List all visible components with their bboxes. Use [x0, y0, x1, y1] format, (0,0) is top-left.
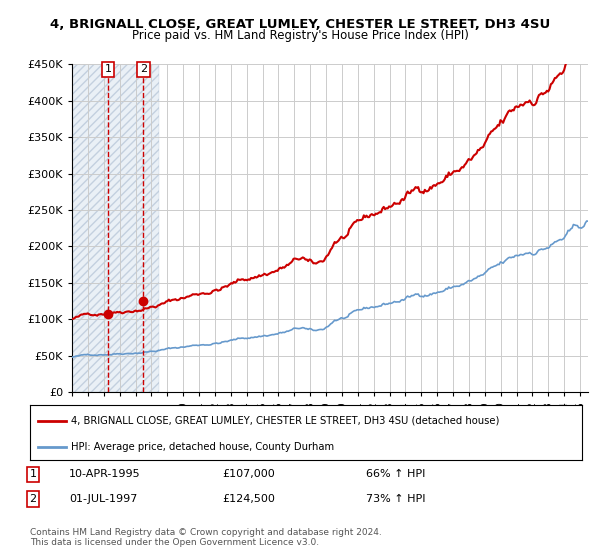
Text: Price paid vs. HM Land Registry's House Price Index (HPI): Price paid vs. HM Land Registry's House …: [131, 29, 469, 42]
Text: 2: 2: [29, 494, 37, 504]
Text: 1: 1: [29, 469, 37, 479]
Text: 1: 1: [104, 64, 112, 74]
Text: 66% ↑ HPI: 66% ↑ HPI: [366, 469, 425, 479]
Text: 10-APR-1995: 10-APR-1995: [69, 469, 140, 479]
Text: £107,000: £107,000: [222, 469, 275, 479]
Text: 2: 2: [140, 64, 147, 74]
Text: 4, BRIGNALL CLOSE, GREAT LUMLEY, CHESTER LE STREET, DH3 4SU: 4, BRIGNALL CLOSE, GREAT LUMLEY, CHESTER…: [50, 18, 550, 31]
Text: 01-JUL-1997: 01-JUL-1997: [69, 494, 137, 504]
Text: HPI: Average price, detached house, County Durham: HPI: Average price, detached house, Coun…: [71, 442, 335, 451]
Text: 4, BRIGNALL CLOSE, GREAT LUMLEY, CHESTER LE STREET, DH3 4SU (detached house): 4, BRIGNALL CLOSE, GREAT LUMLEY, CHESTER…: [71, 416, 500, 426]
Text: £124,500: £124,500: [222, 494, 275, 504]
Text: 73% ↑ HPI: 73% ↑ HPI: [366, 494, 425, 504]
Text: Contains HM Land Registry data © Crown copyright and database right 2024.
This d: Contains HM Land Registry data © Crown c…: [30, 528, 382, 547]
Bar: [72, 64, 160, 392]
